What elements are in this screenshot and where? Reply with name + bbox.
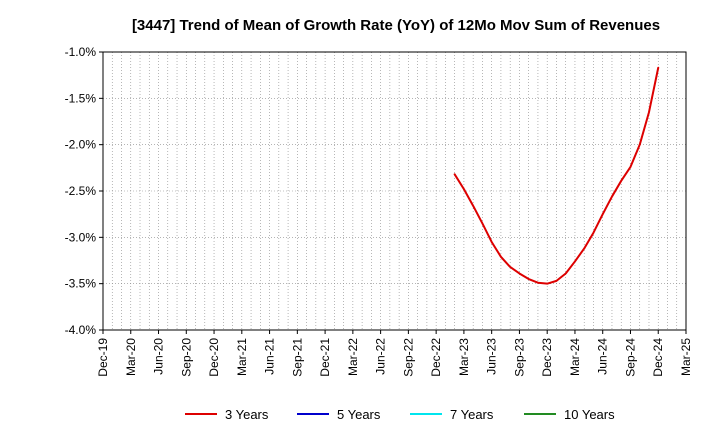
legend: 3 Years 5 Years 7 Years 10 Years (185, 407, 615, 422)
x-tick-label: Dec-19 (96, 338, 110, 377)
y-tick-label: -3.0% (65, 230, 97, 244)
y-tick-label: -3.5% (65, 277, 97, 291)
x-tick-label: Dec-24 (651, 338, 665, 377)
grid-lines (103, 51, 686, 331)
x-tick-label: Dec-20 (207, 338, 221, 377)
y-tick-label: -2.5% (65, 184, 97, 198)
x-tick-label: Mar-21 (235, 338, 249, 376)
x-tick-label: Dec-22 (429, 338, 443, 377)
x-tick-label: Sep-22 (401, 338, 415, 377)
x-tick-label: Mar-20 (124, 338, 138, 376)
legend-label: 3 Years (225, 407, 269, 422)
y-tick-label: -1.5% (65, 91, 97, 105)
x-tick-label: Dec-23 (540, 338, 554, 377)
x-tick-label: Mar-25 (679, 338, 693, 376)
y-tick-label: -2.0% (65, 138, 97, 152)
legend-label: 10 Years (564, 407, 615, 422)
x-tick-label: Sep-21 (290, 338, 304, 377)
x-tick-label: Jun-23 (485, 338, 499, 375)
x-tick-label: Sep-20 (179, 338, 193, 377)
chart-title: [3447] Trend of Mean of Growth Rate (YoY… (132, 17, 660, 34)
x-tick-label: Jun-21 (263, 338, 277, 375)
x-tick-label: Jun-24 (596, 338, 610, 375)
x-tick-label: Jun-22 (374, 338, 388, 375)
x-tick-label: Dec-21 (318, 338, 332, 377)
x-tick-label: Sep-23 (512, 338, 526, 377)
y-tick-label: -4.0% (65, 323, 97, 337)
x-tick-label: Jun-20 (152, 338, 166, 375)
y-tick-label: -1.0% (65, 45, 97, 59)
x-tick-label: Sep-24 (623, 338, 637, 377)
series-line-3-years (453, 66, 660, 285)
legend-label: 7 Years (450, 407, 494, 422)
x-tick-label: Mar-24 (568, 338, 582, 376)
x-axis-ticks: Dec-19 Mar-20 Jun-20 Sep-20 Dec-20 Mar-21 Jun-… (96, 330, 693, 377)
legend-label: 5 Years (337, 407, 381, 422)
x-tick-label: Mar-23 (457, 338, 471, 376)
y-axis-ticks: -1.0% -1.5% -2.0% -2.5% -3.0% -3.5% -4.0% (65, 45, 103, 337)
series-layer (453, 66, 660, 285)
x-tick-label: Mar-22 (346, 338, 360, 376)
